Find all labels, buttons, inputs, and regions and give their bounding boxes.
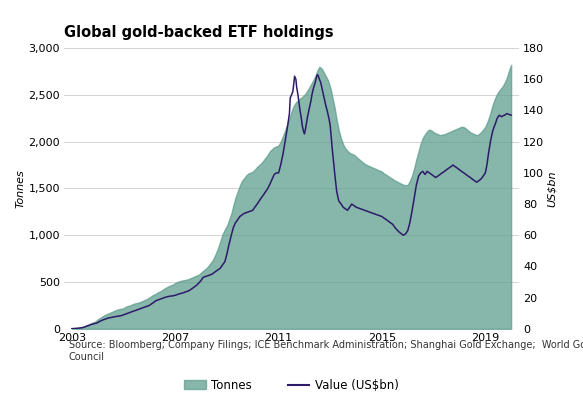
Y-axis label: US$bn: US$bn: [547, 170, 557, 207]
Text: Global gold-backed ETF holdings: Global gold-backed ETF holdings: [64, 25, 333, 40]
Text: Source: Bloomberg; Company Filings; ICE Benchmark Administration; Shanghai Gold : Source: Bloomberg; Company Filings; ICE …: [69, 340, 583, 362]
Y-axis label: Tonnes: Tonnes: [16, 169, 26, 208]
Legend: Tonnes, Value (US$bn): Tonnes, Value (US$bn): [180, 374, 403, 397]
